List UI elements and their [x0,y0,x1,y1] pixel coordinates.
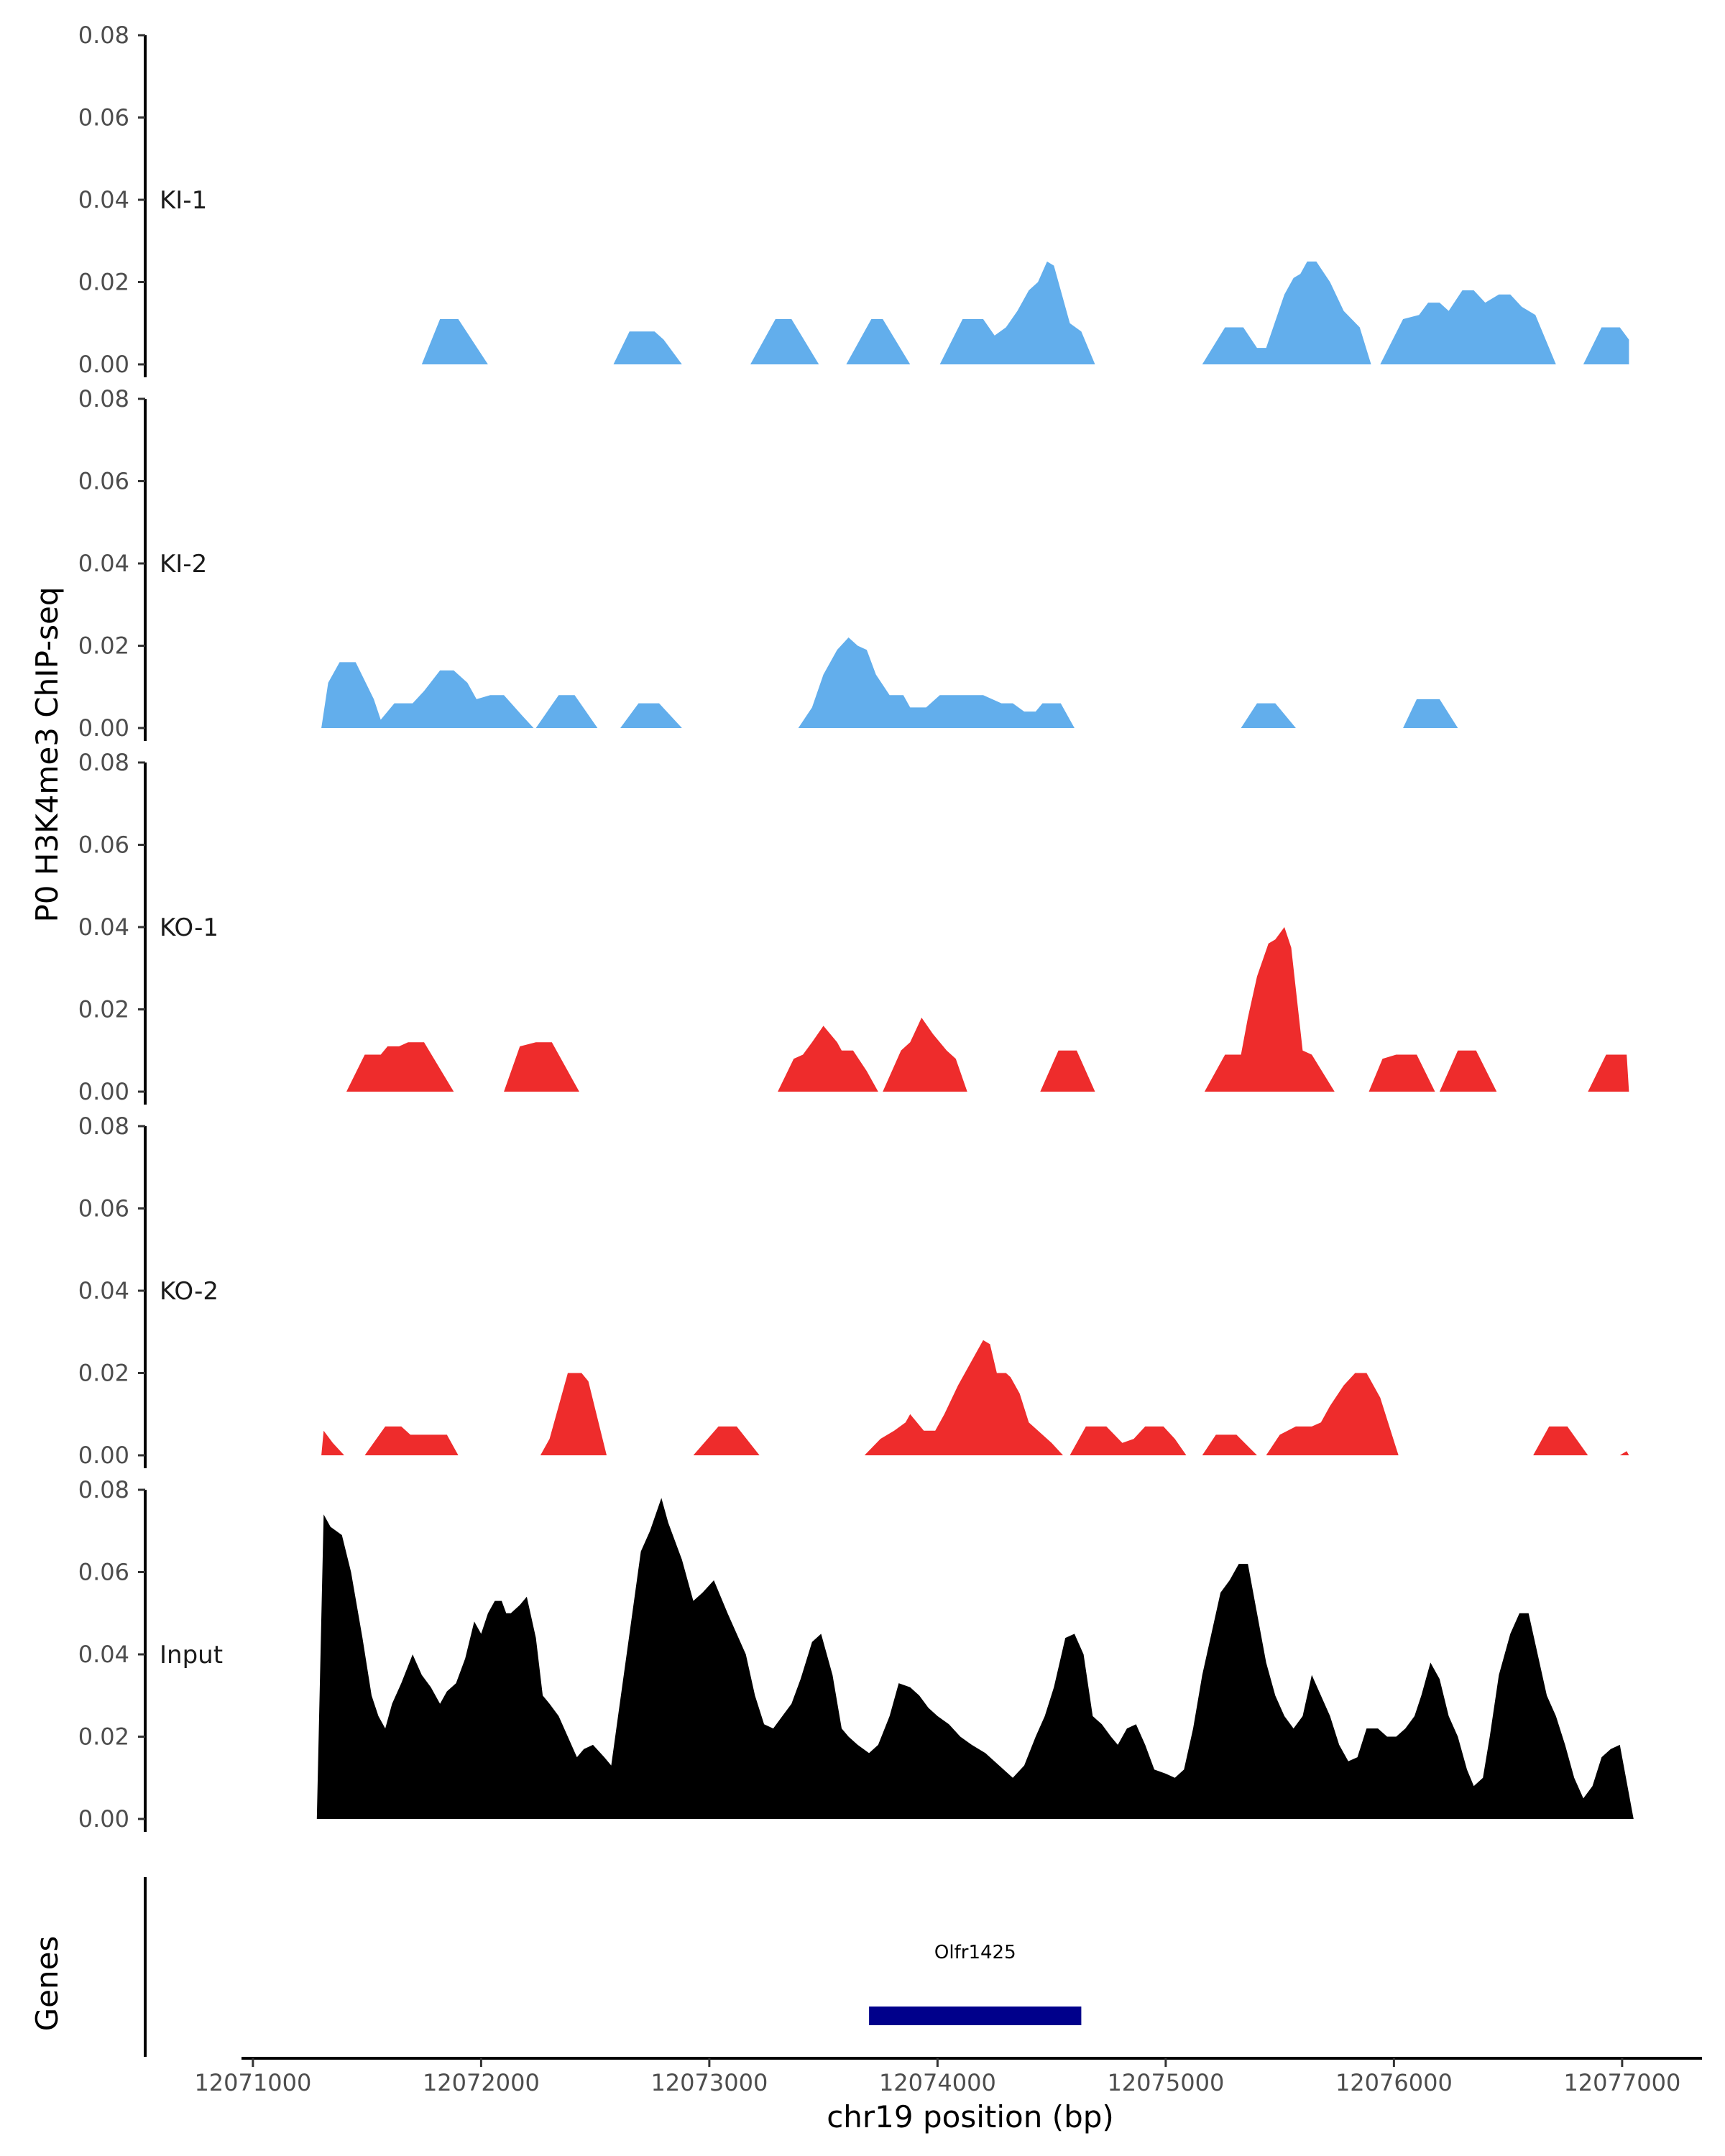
y-tick-label: 0.04 [78,913,129,941]
tracks-layer: 0.00 0.02 0.04 0.06 0.08 KI-1 0.00 0.02 0.04 0.06… [78,22,1634,1833]
y-tick-label: 0.00 [78,351,129,378]
x-tick-label: 12072000 [423,2069,540,2096]
y-tick-label: 0.04 [78,550,129,577]
y-tick-label: 0.02 [78,996,129,1023]
track-label: KI-2 [160,550,207,579]
coverage-area [321,1340,1629,1455]
track-ko-1: 0.00 0.02 0.04 0.06 0.08 KO-1 [78,749,1629,1105]
genes-axis-title: Genes [29,1936,65,2032]
coverage-area [346,927,1629,1092]
y-tick-label: 0.04 [78,186,129,213]
y-tick-label: 0.08 [78,22,129,49]
y-tick-label: 0.06 [78,831,129,859]
y-tick-label: 0.08 [78,749,129,776]
track-ki-2: 0.00 0.02 0.04 0.06 0.08 KI-2 [78,385,1458,742]
coverage-area [321,637,1458,728]
y-tick-label: 0.08 [78,1112,129,1140]
y-tick-label: 0.06 [78,468,129,495]
y-tick-label: 0.02 [78,1723,129,1751]
gene-label: Olfr1425 [934,1942,1016,1963]
y-tick-label: 0.00 [78,1442,129,1469]
x-tick-label: 12075000 [1107,2069,1224,2096]
track-label: KO-2 [160,1277,218,1306]
y-tick-label: 0.00 [78,714,129,742]
y-tick-label: 0.06 [78,1195,129,1222]
y-tick-label: 0.06 [78,1559,129,1586]
y-tick-label: 0.04 [78,1641,129,1668]
coverage-area [316,1498,1634,1819]
x-tick-label: 12073000 [650,2069,768,2096]
track-input: 0.00 0.02 0.04 0.06 0.08 Input [78,1476,1634,1833]
y-tick-label: 0.06 [78,104,129,132]
x-axis: 12071000 12072000 12073000 12074000 12075000… [194,2057,1702,2096]
y-tick-label: 0.08 [78,385,129,413]
x-axis-title: chr19 position (bp) [827,2099,1114,2134]
track-ki-1: 0.00 0.02 0.04 0.06 0.08 KI-1 [78,22,1629,378]
coverage-area [421,261,1629,364]
y-tick-label: 0.04 [78,1277,129,1304]
x-tick-label: 12076000 [1335,2069,1453,2096]
x-tick-label: 12077000 [1563,2069,1680,2096]
track-label: KI-1 [160,186,207,215]
y-tick-label: 0.02 [78,1360,129,1387]
track-ko-2: 0.00 0.02 0.04 0.06 0.08 KO-2 [78,1112,1629,1469]
y-axis-title: P0 H3K4me3 ChIP-seq [29,586,65,922]
y-tick-label: 0.00 [78,1078,129,1105]
y-tick-label: 0.02 [78,269,129,296]
gene-track: Olfr1425 [144,1877,1082,2057]
y-tick-label: 0.08 [78,1476,129,1503]
y-tick-label: 0.00 [78,1805,129,1833]
gene-body [869,2007,1082,2025]
x-tick-label: 12074000 [879,2069,996,2096]
x-tick-label: 12071000 [194,2069,311,2096]
y-tick-label: 0.02 [78,632,129,660]
track-label: Input [160,1641,223,1669]
track-label: KO-1 [160,913,218,942]
